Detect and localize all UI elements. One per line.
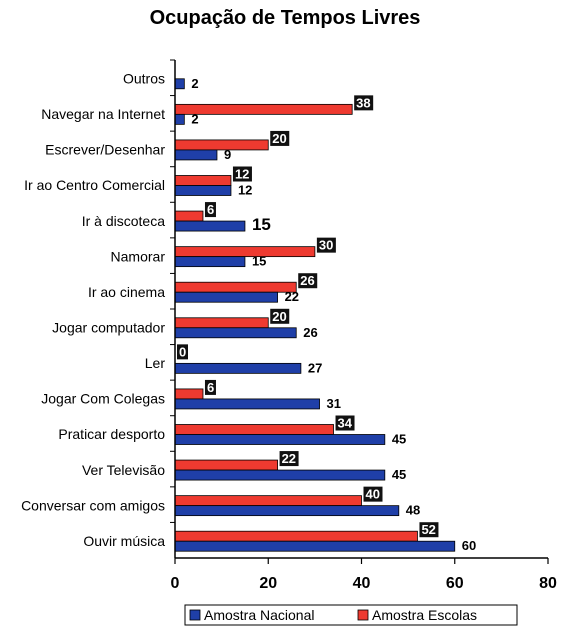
category-label: Ir à discoteca — [82, 213, 165, 229]
plot-area: Outros 2 Navegar na Internet 38 2 Escrever/De… — [21, 59, 557, 592]
bar-nacional — [174, 398, 320, 410]
data-label-box — [363, 486, 383, 502]
chart-title: Ocupação de Tempos Livres — [150, 7, 421, 29]
category-label: Conversar com amigos — [21, 497, 165, 513]
data-label-escolas: 30 — [319, 238, 333, 253]
data-label-escolas: 38 — [356, 95, 370, 110]
data-label-escolas: 22 — [282, 451, 296, 466]
data-label-escolas: 20 — [272, 131, 286, 146]
data-label-nacional: 45 — [392, 467, 406, 482]
data-label-nacional: 2 — [191, 76, 198, 91]
data-label-nacional: 60 — [462, 538, 476, 553]
data-label-box — [204, 202, 216, 218]
category-label: Ver Televisão — [82, 462, 165, 478]
category-label: Navegar na Internet — [41, 106, 165, 122]
bar-nacional — [174, 540, 456, 552]
data-label-nacional: 45 — [392, 432, 406, 447]
x-tick-label: 0 — [171, 575, 180, 592]
data-label-nacional: 12 — [238, 183, 252, 198]
bar-escolas — [174, 388, 204, 400]
data-label-escolas: 0 — [179, 344, 186, 359]
data-label-nacional: 9 — [224, 147, 231, 162]
data-label-nacional: 48 — [406, 503, 420, 518]
category-label: Jogar computador — [52, 319, 165, 335]
data-label-nacional: 15 — [252, 254, 266, 269]
bar-nacional — [174, 256, 246, 268]
data-label-box — [232, 166, 252, 182]
category-label: Ler — [145, 355, 166, 371]
x-tick-label: 20 — [259, 575, 277, 592]
data-label-box — [177, 344, 188, 360]
data-label-escolas: 26 — [300, 273, 314, 288]
data-label-box — [354, 95, 374, 111]
bar-escolas — [174, 246, 316, 258]
x-tick-label: 80 — [539, 575, 557, 592]
data-label-box — [335, 415, 355, 431]
bar-escolas — [174, 175, 232, 186]
category-label: Ouvir música — [83, 533, 165, 549]
legend-swatch — [357, 609, 369, 621]
bar-escolas — [174, 281, 297, 293]
x-tick-label: 40 — [353, 575, 371, 592]
data-label-escolas: 34 — [338, 416, 353, 431]
x-tick-label: 60 — [446, 575, 464, 592]
category-label: Escrever/Desenhar — [45, 142, 165, 158]
bar-nacional — [174, 469, 386, 481]
data-label-escolas: 6 — [207, 202, 214, 217]
bar-nacional — [174, 149, 218, 161]
data-label-escolas: 20 — [272, 309, 286, 324]
legend: Amostra Nacional Amostra Escolas — [184, 604, 518, 626]
data-label-nacional: 2 — [191, 111, 198, 126]
data-label-escolas: 52 — [421, 522, 435, 537]
bar-nacional — [174, 505, 400, 517]
category-label: Ir ao cinema — [88, 284, 165, 300]
category-label: Namorar — [111, 248, 166, 264]
data-label-nacional: 26 — [303, 325, 317, 340]
bar-escolas — [174, 459, 278, 471]
bar-nacional — [174, 113, 185, 125]
data-label-box — [316, 237, 336, 253]
legend-box — [184, 604, 518, 626]
bar-escolas — [174, 139, 269, 151]
data-label-escolas: 12 — [235, 167, 249, 182]
bar-escolas — [174, 210, 204, 222]
data-label-box — [298, 273, 318, 289]
bar-escolas — [174, 530, 418, 542]
category-label: Outros — [123, 70, 165, 86]
bar-escolas — [174, 424, 334, 435]
bar-nacional — [174, 78, 185, 90]
bar-nacional — [174, 434, 386, 445]
data-label-nacional: 31 — [327, 396, 341, 411]
bar-nacional — [174, 185, 232, 196]
category-label: Jogar Com Colegas — [41, 391, 165, 407]
bar-escolas — [174, 495, 362, 507]
legend-label: Amostra Nacional — [204, 607, 315, 623]
data-label-nacional: 22 — [285, 289, 299, 304]
category-label: Praticar desporto — [58, 426, 165, 442]
data-label-escolas: 6 — [207, 380, 214, 395]
data-label-box — [270, 308, 290, 324]
data-label-nacional: 15 — [252, 215, 271, 234]
bar-nacional — [174, 220, 246, 232]
bar-escolas — [174, 317, 269, 329]
bar-nacional — [174, 291, 278, 303]
data-label-box — [204, 379, 216, 395]
legend-label: Amostra Escolas — [372, 607, 477, 623]
data-label-nacional: 27 — [308, 360, 322, 375]
bar-escolas — [174, 103, 353, 115]
bar-nacional — [174, 327, 297, 339]
category-label: Ir ao Centro Comercial — [24, 177, 165, 193]
data-label-escolas: 40 — [366, 487, 380, 502]
bar-nacional — [174, 362, 302, 374]
data-label-box — [419, 522, 439, 538]
legend-swatch — [189, 609, 201, 621]
data-label-box — [279, 451, 299, 467]
data-label-box — [270, 130, 290, 146]
